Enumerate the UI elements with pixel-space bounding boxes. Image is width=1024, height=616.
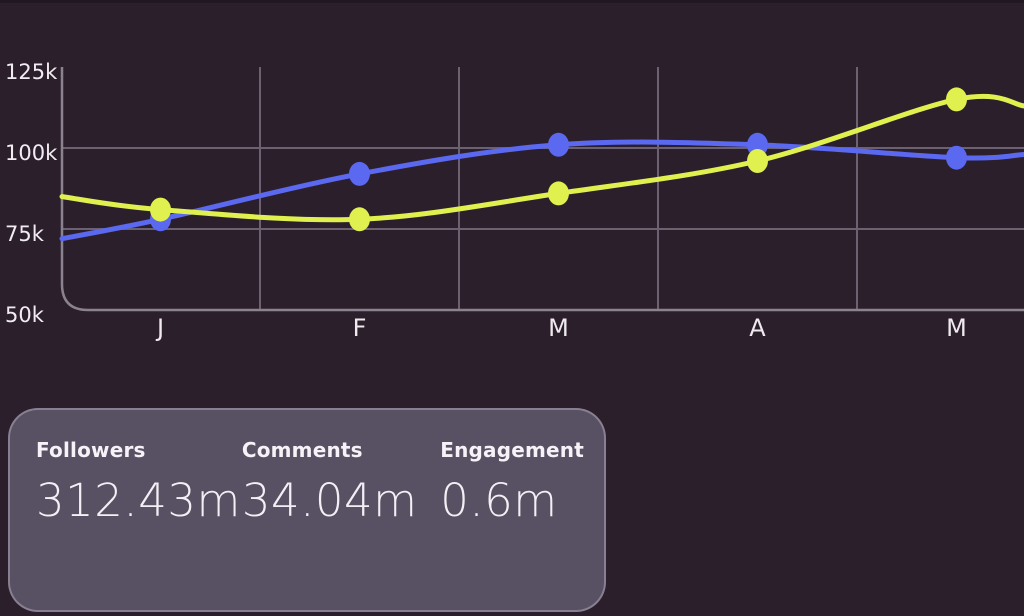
stats-card: Followers 312.43m Comments 34.04m Engage… [8, 408, 606, 612]
metric-label: Comments [241, 438, 363, 462]
metric-comments: Comments 34.04m [242, 438, 440, 527]
metric-value: 0.6m [440, 474, 558, 527]
axis-frame [60, 67, 1024, 312]
followers-line-chart: 125k 100k 75k 50k J F M A M [5, 60, 1024, 342]
data-point-instagram-M[interactable] [946, 145, 967, 170]
metrics-row: Followers 312.43m Comments 34.04m Engage… [36, 438, 584, 527]
window-top-edge [0, 0, 1024, 3]
data-point-tiktok-M[interactable] [946, 87, 967, 112]
data-point-tiktok-F[interactable] [349, 207, 370, 232]
x-tick-label: A [749, 314, 766, 342]
x-tick-label: F [353, 314, 367, 342]
data-point-instagram-F[interactable] [349, 161, 370, 186]
x-tick-label: M [548, 314, 569, 342]
x-tick-label: M [946, 314, 967, 342]
series-line-tiktok [59, 93, 1024, 223]
series-line-instagram [59, 139, 1024, 242]
x-tick-label: J [155, 314, 164, 342]
data-point-instagram-M[interactable] [548, 132, 569, 157]
metric-label: Engagement [440, 438, 584, 462]
metric-engagement: Engagement 0.6m [440, 438, 584, 527]
y-tick-label: 50k [5, 303, 45, 327]
y-tick-label: 75k [5, 222, 45, 246]
data-point-tiktok-M[interactable] [548, 181, 569, 206]
metric-followers: Followers 312.43m [36, 438, 242, 527]
chart-area: 125k 100k 75k 50k J F M A M [5, 60, 1024, 342]
metric-label: Followers [36, 438, 146, 462]
y-tick-label: 125k [5, 60, 58, 84]
metric-value: 312.43m [36, 474, 241, 527]
metric-value: 34.04m [241, 474, 418, 527]
data-point-tiktok-J[interactable] [150, 197, 171, 222]
data-point-tiktok-A[interactable] [747, 149, 768, 173]
y-tick-label: 100k [5, 141, 58, 165]
